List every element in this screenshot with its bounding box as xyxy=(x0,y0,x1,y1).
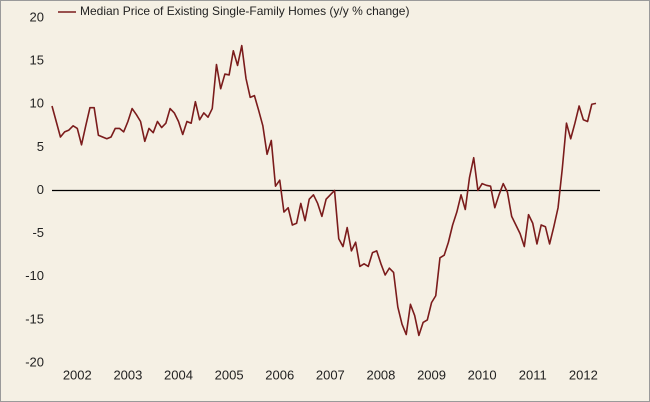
x-tick-label: 2010 xyxy=(468,367,497,382)
y-tick-label: 5 xyxy=(37,139,44,154)
x-tick-label: 2008 xyxy=(366,367,395,382)
y-tick-label: -10 xyxy=(25,268,44,283)
x-tick-label: 2005 xyxy=(215,367,244,382)
y-tick-label: 10 xyxy=(30,96,44,111)
x-tick-label: 2011 xyxy=(519,367,547,382)
y-tick-label: -5 xyxy=(32,225,44,240)
x-tick-label: 2007 xyxy=(316,367,345,382)
x-tick-label: 2006 xyxy=(265,367,294,382)
legend-label: Median Price of Existing Single-Family H… xyxy=(80,4,409,18)
x-tick-label: 2003 xyxy=(113,367,142,382)
y-tick-label: 15 xyxy=(30,53,44,68)
series-line xyxy=(51,44,597,337)
x-tick-label: 2009 xyxy=(417,367,446,382)
y-tick-label: 0 xyxy=(37,182,44,197)
x-tick-label: 2012 xyxy=(569,367,598,382)
y-tick-label: 20 xyxy=(30,9,44,24)
x-tick-label: 2004 xyxy=(164,367,193,382)
y-tick-label: -15 xyxy=(25,311,44,326)
y-tick-label: -20 xyxy=(25,354,44,369)
x-tick-label: 2002 xyxy=(63,367,92,382)
